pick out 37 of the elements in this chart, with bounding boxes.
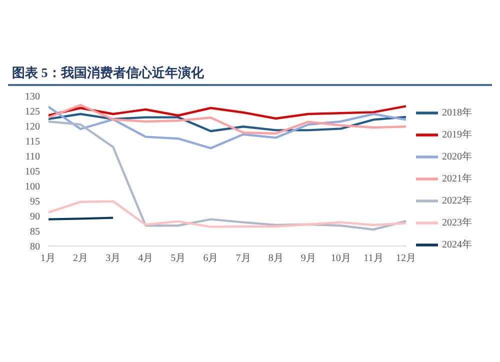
line-series: [46, 105, 408, 120]
line-series: [46, 200, 408, 228]
x-tick-label: 3月: [106, 253, 121, 264]
x-tick-label: 5月: [170, 253, 186, 264]
line-series: [46, 112, 408, 132]
legend-label: 2023年: [442, 217, 472, 228]
chart-title: 图表 5：我国消费者信心近年演化: [8, 64, 492, 86]
line-series: [46, 120, 408, 231]
y-tick-label: 110: [25, 152, 40, 163]
legend-label: 2020年: [442, 151, 472, 162]
y-tick-label: 80: [30, 242, 40, 253]
x-tick-label: 8月: [268, 253, 284, 264]
y-tick-label: 115: [25, 136, 40, 148]
x-tick-label: 11月: [364, 253, 384, 264]
y-tick-label: 90: [30, 212, 40, 223]
x-tick-label: 12月: [396, 253, 416, 264]
line-series: [46, 105, 408, 150]
legend-label: 2022年: [442, 195, 472, 206]
y-tick-label: 85: [30, 226, 40, 238]
legend-label: 2019年: [442, 129, 472, 140]
x-tick-label: 2月: [73, 253, 88, 264]
x-tick-label: 6月: [203, 253, 218, 264]
legend-label: 2021年: [442, 173, 472, 184]
y-tick-label: 125: [25, 106, 40, 118]
x-tick-label: 9月: [300, 253, 316, 264]
x-tick-label: 10月: [330, 253, 351, 264]
legend-label: 2024年: [442, 239, 472, 250]
x-tick-label: 1月: [40, 253, 56, 264]
x-tick-label: 4月: [138, 253, 154, 264]
line-series: [46, 104, 408, 135]
y-tick-label: 105: [25, 166, 40, 178]
y-tick-label: 100: [25, 182, 40, 193]
y-tick-label: 95: [30, 196, 40, 208]
y-tick-label: 130: [25, 92, 40, 103]
legend-label: 2018年: [442, 107, 472, 118]
x-tick-label: 7月: [236, 253, 251, 264]
y-tick-label: 120: [25, 122, 40, 133]
